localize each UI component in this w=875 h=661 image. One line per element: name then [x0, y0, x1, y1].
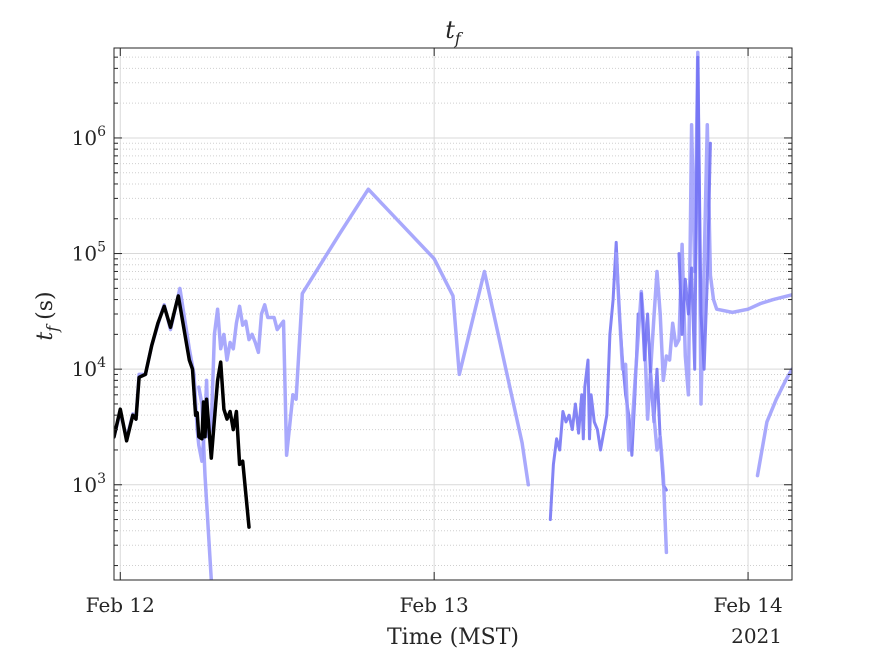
y-tick-label: 103 [72, 471, 106, 497]
y-axis-title: tf(s) [33, 291, 62, 340]
chart-title: tf [445, 16, 464, 48]
y-tick-label: 105 [72, 240, 106, 266]
series-line-light-5 [649, 372, 669, 555]
x-axis-title: Time (MST) [387, 625, 519, 650]
series-line-light-3 [614, 50, 792, 452]
series-line-medium-6 [677, 55, 712, 371]
x-tick-label: Feb 14 [713, 593, 782, 617]
tick-layer: 103 104 105 106 Feb 12 Feb 13 Feb 14 [72, 48, 792, 617]
series-layer [114, 50, 792, 580]
y-tick-label: 104 [72, 355, 106, 381]
x-tick-label: Feb 13 [400, 593, 469, 617]
series-line-highlight-8 [114, 294, 251, 529]
x-tick-label: Feb 12 [86, 593, 155, 617]
series-line-light-7 [755, 367, 792, 478]
y-tick-label: 106 [72, 124, 106, 150]
series-line-light-1 [197, 385, 214, 580]
x-axis-year: 2021 [731, 624, 782, 648]
